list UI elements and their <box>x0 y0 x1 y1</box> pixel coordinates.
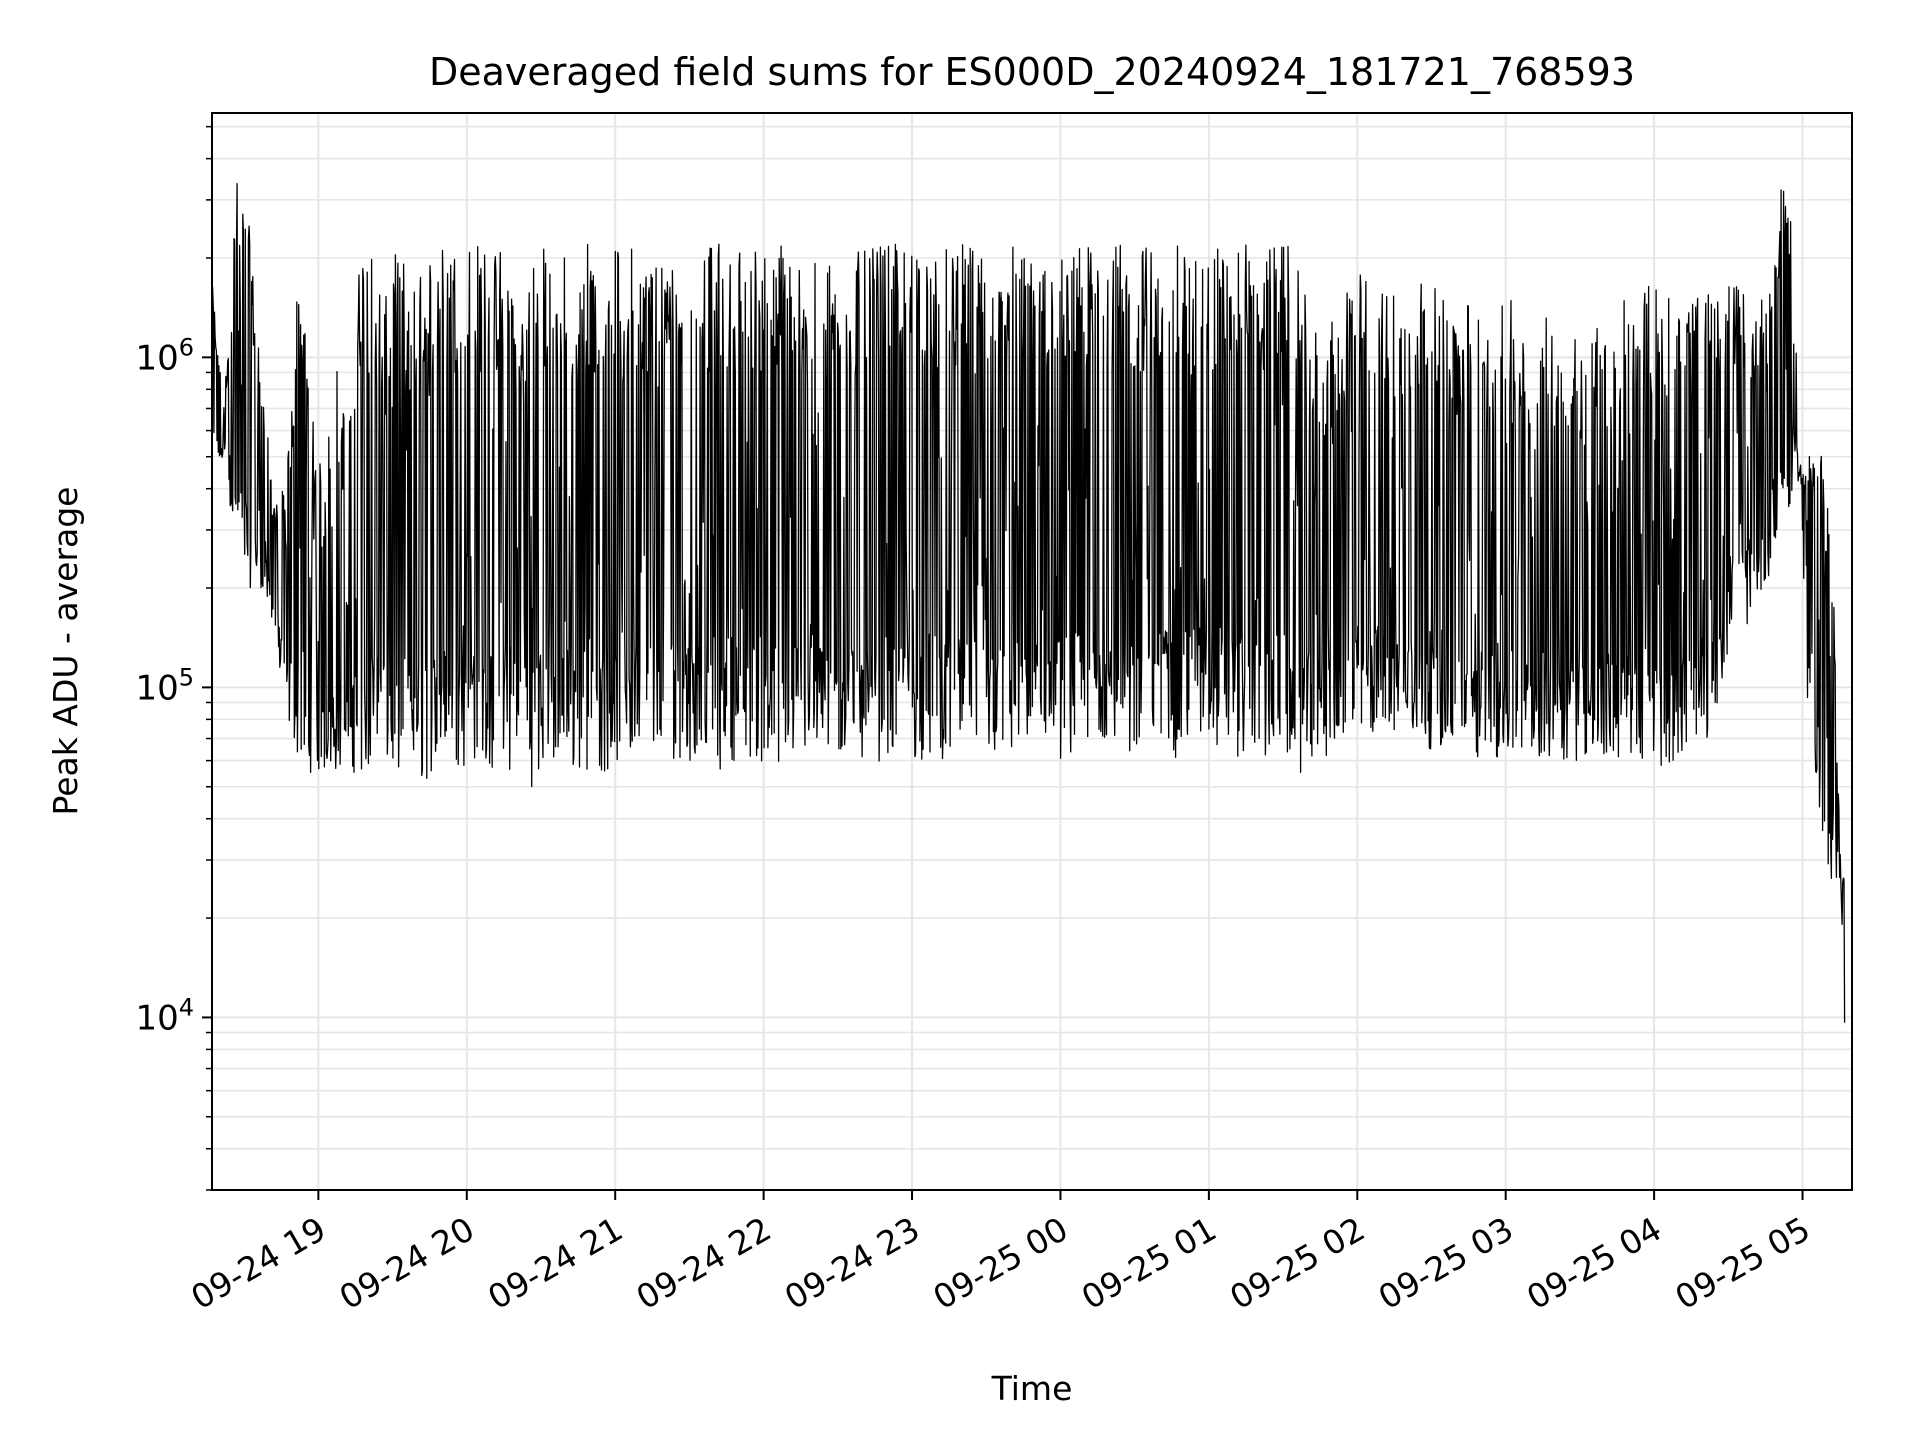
y-tick-label-exponent: 5 <box>179 663 194 691</box>
y-tick-label-exponent: 6 <box>179 333 194 361</box>
y-axis-label: Peak ADU - average <box>46 487 85 816</box>
y-tick-label: 106 <box>135 333 194 378</box>
series-line-path <box>211 182 1846 1023</box>
x-axis-label: Time <box>991 1369 1073 1408</box>
y-tick-label-base: 10 <box>135 338 178 378</box>
y-tick-label: 104 <box>135 993 194 1038</box>
y-tick-label: 105 <box>135 663 194 708</box>
y-tick-label-base: 10 <box>135 998 178 1038</box>
plot-frame <box>211 112 1853 1191</box>
series-line <box>211 182 1846 1023</box>
chart-title: Deaveraged field sums for ES000D_2024092… <box>429 50 1635 94</box>
y-tick-label-base: 10 <box>135 668 178 708</box>
y-tick-label-exponent: 4 <box>179 993 194 1021</box>
